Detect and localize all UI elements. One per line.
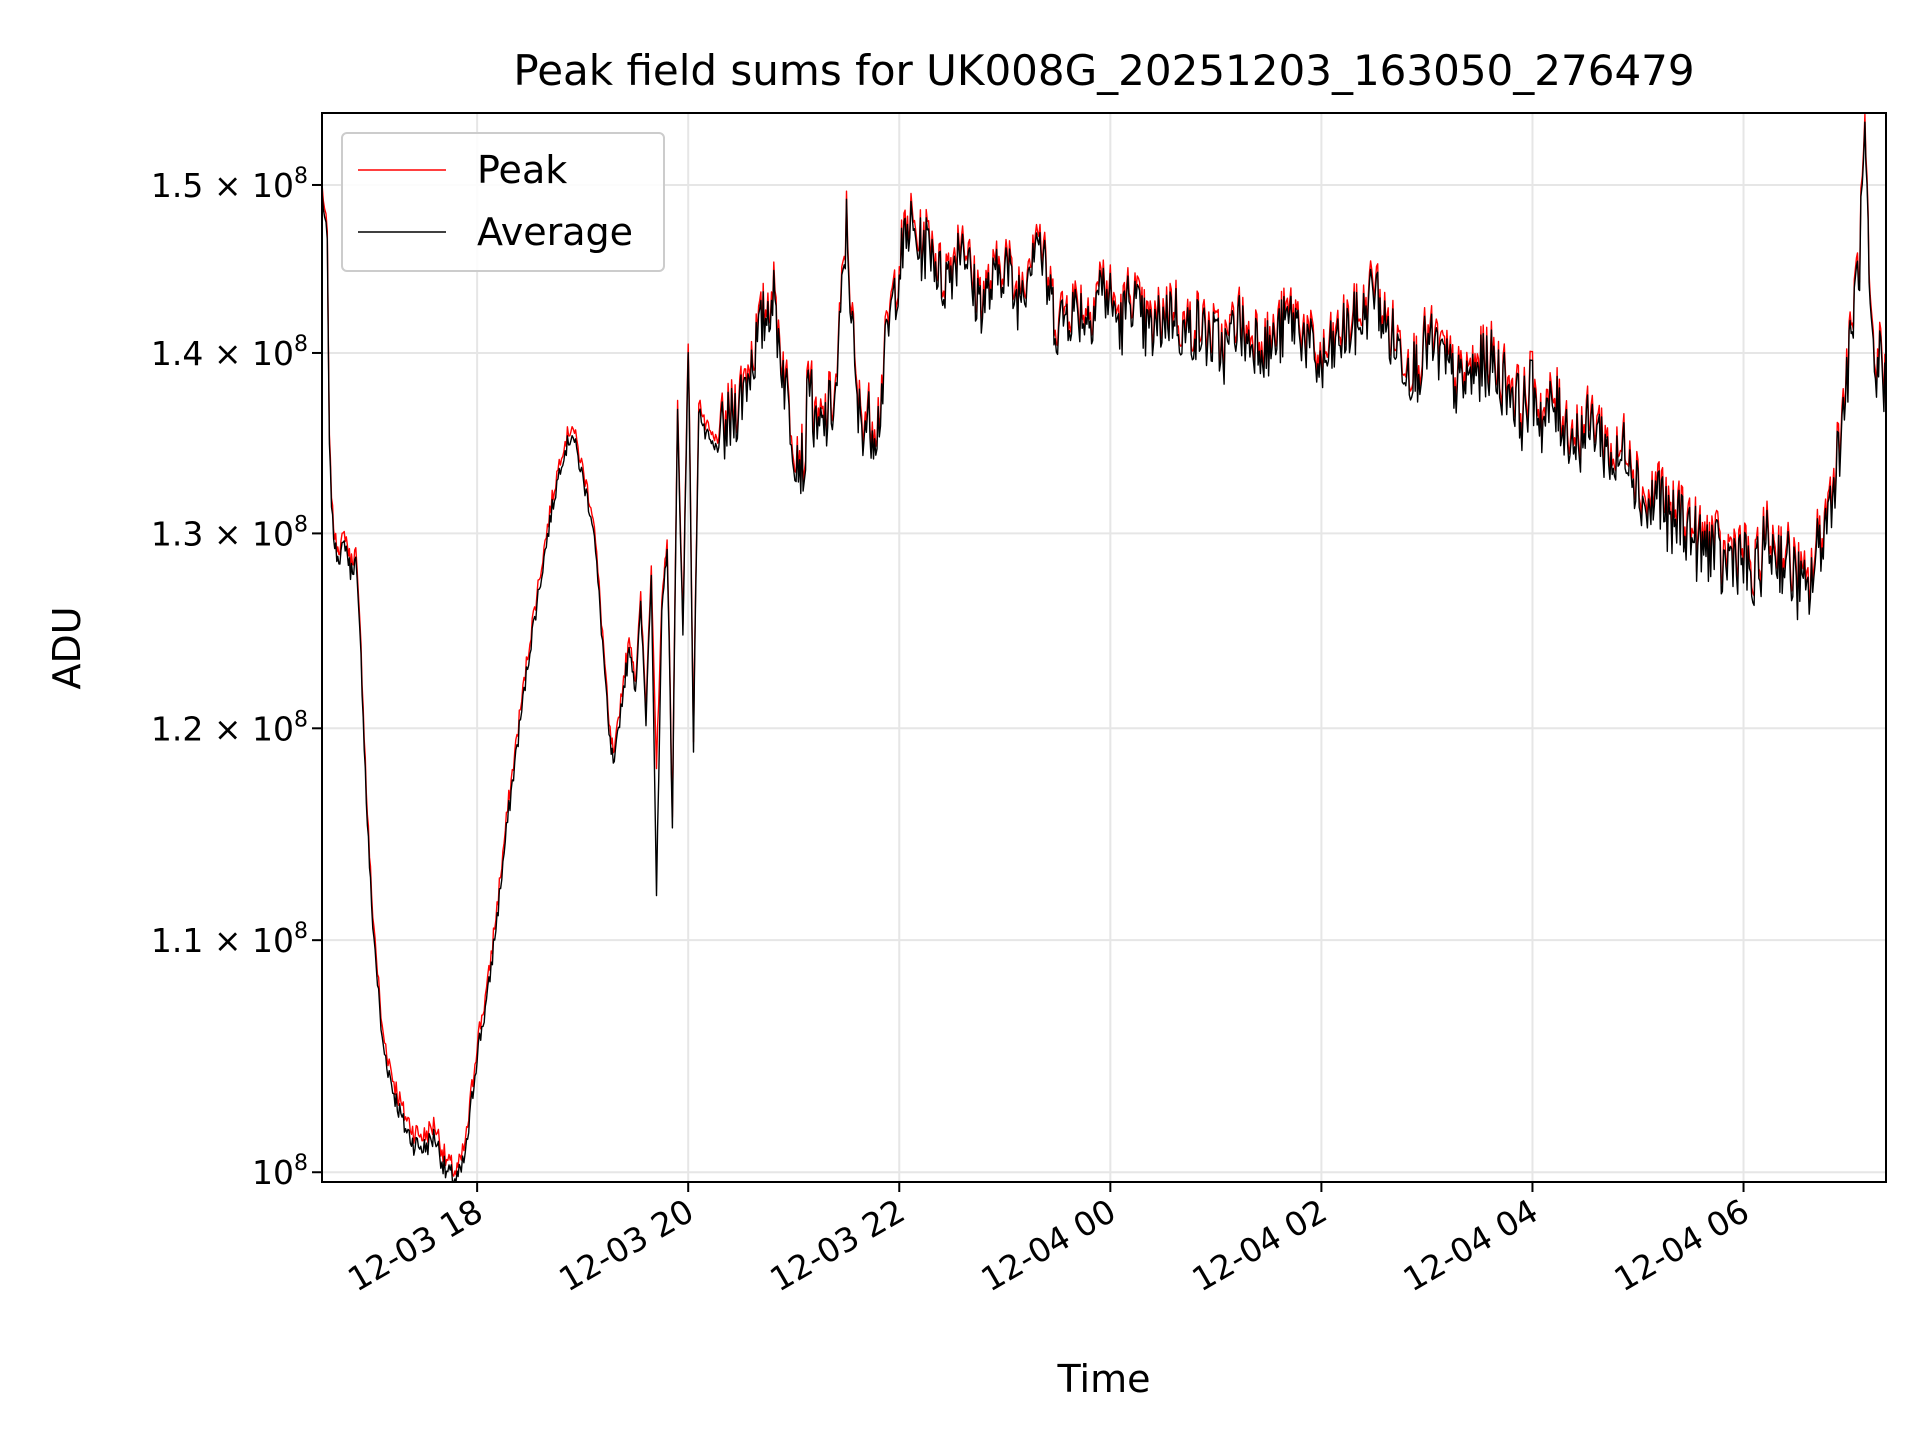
legend-box (341, 132, 665, 272)
y-axis: 108 1.1 × 108 1.2 × 108 1.3 × 108 1.4 × 108 1… (151, 164, 322, 1192)
plot-frame (321, 112, 1887, 1183)
y-tick-label: 108 (252, 1151, 308, 1192)
series-line-average (322, 121, 1886, 1182)
y-tick-label: 1.5 × 108 (151, 164, 308, 205)
y-tick-label: 1.2 × 108 (151, 707, 308, 748)
y-tick-label: 1.4 × 108 (151, 332, 308, 373)
x-axis-label: Time (1057, 1357, 1151, 1401)
y-tick-label: 1.1 × 108 (151, 919, 308, 960)
legend: Peak Average (341, 132, 665, 272)
legend-label-average: Average (477, 210, 633, 254)
legend-label-peak: Peak (477, 148, 567, 192)
chart-title: Peak field sums for UK008G_20251203_1630… (513, 46, 1694, 95)
y-axis-label: ADU (45, 606, 89, 689)
series-layer (322, 113, 1886, 1182)
y-tick-label: 1.3 × 108 (151, 512, 308, 553)
